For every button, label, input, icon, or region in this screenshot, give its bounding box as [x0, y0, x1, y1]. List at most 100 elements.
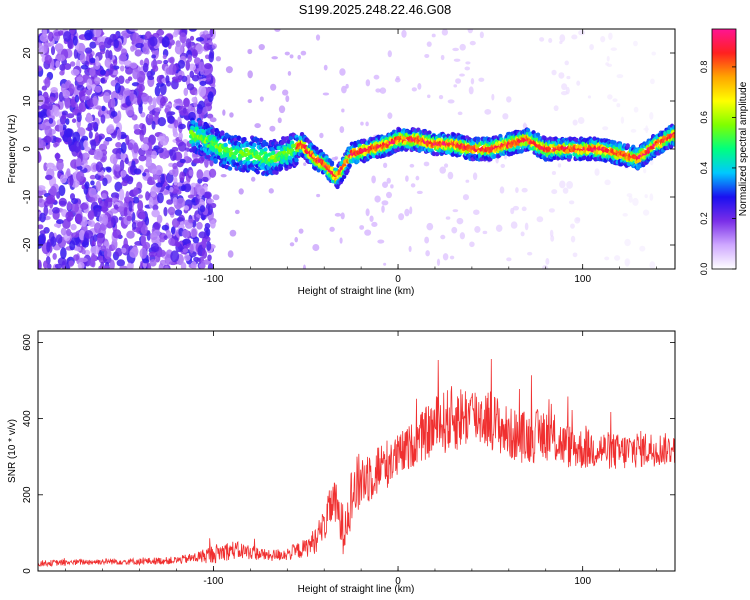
spectrogram-cell: [453, 58, 461, 62]
spectrogram-cell: [54, 43, 64, 52]
spectrogram-cell: [565, 86, 570, 95]
spectrogram-cell: [163, 206, 168, 217]
spectrogram-cell: [169, 149, 177, 162]
spectrogram-cell: [558, 72, 565, 79]
spectrogram-cell: [118, 54, 128, 62]
spectrogram-cell: [139, 247, 148, 259]
spectrogram-cell: [196, 169, 204, 180]
spectrogram-cell: [182, 238, 191, 245]
spectrogram-cell: [84, 230, 94, 239]
spectrogram-cell: [114, 82, 121, 94]
spectrogram-cell: [70, 96, 77, 108]
spectrogram-cell: [62, 89, 71, 99]
spectrogram-cell: [313, 166, 318, 171]
spectrogram-cell: [278, 105, 286, 114]
spectrogram-cell: [455, 78, 462, 84]
spectrogram-cell: [54, 263, 63, 269]
spectrogram-cell: [511, 150, 516, 155]
spectrogram-cell: [206, 113, 214, 119]
spectrogram-cell: [462, 194, 470, 201]
y-tick-label: 0: [22, 146, 33, 152]
spectrogram-cell: [58, 122, 64, 133]
spectrogram-cell: [576, 80, 581, 86]
spectrogram-cell: [98, 143, 108, 152]
spectrogram-cell: [491, 93, 495, 101]
spectrogram-cell: [89, 122, 96, 128]
spectrogram-cell: [208, 168, 217, 178]
spectrogram-cell: [137, 194, 143, 199]
spectrogram-cell: [179, 171, 185, 182]
spectrogram-cell: [177, 74, 183, 81]
spectrogram-cell: [89, 67, 96, 77]
spectrogram-cell: [151, 209, 160, 218]
spectrogram-cell: [81, 249, 86, 255]
spectrogram-cell: [77, 261, 85, 269]
spectrogram-cell: [268, 188, 274, 194]
spectrogram-cell: [374, 195, 381, 203]
spectrogram-cell: [169, 56, 175, 64]
spectrogram-cell: [56, 54, 66, 62]
spectrogram-cell: [87, 220, 92, 226]
spectrogram-cell: [339, 68, 346, 76]
spectrogram-cell: [112, 59, 118, 66]
spectrogram-cell: [89, 41, 97, 49]
spectrogram-cell: [93, 155, 100, 160]
spectrogram-cell: [38, 117, 42, 123]
spectrogram-cell: [153, 221, 161, 230]
spectrogram-cell: [126, 175, 134, 185]
spectrogram-cell: [196, 221, 203, 230]
spectrogram-cell: [440, 234, 446, 240]
spectrogram-cell: [416, 190, 423, 195]
spectrogram-cell: [409, 163, 415, 168]
spectrogram-cell: [316, 193, 321, 198]
spectrogram-cell: [234, 209, 240, 215]
spectrogram-cell: [288, 135, 294, 141]
spectrogram-cell: [409, 206, 413, 215]
spectrogram-cell: [65, 118, 70, 125]
spectrogram-cell: [182, 248, 189, 253]
x-tick-label: 100: [574, 576, 591, 587]
spectrogram-cell: [59, 174, 68, 184]
spectrogram-cell: [238, 161, 244, 166]
spectrogram-cell: [431, 151, 437, 157]
spectrogram-cell: [217, 148, 223, 153]
spectrogram-cell: [88, 196, 96, 203]
spectrogram-cell: [169, 186, 174, 193]
spectrogram-cell: [38, 151, 41, 163]
spectrogram-cell: [570, 235, 576, 243]
spectrogram-cell: [126, 262, 133, 269]
spectrogram-cell: [89, 57, 96, 64]
spectrogram-cell: [574, 217, 581, 224]
spectrogram-cell: [339, 177, 345, 183]
spectrogram-cell: [286, 139, 291, 144]
spectrogram-cell: [121, 247, 127, 254]
spectrogram-cell: [208, 51, 214, 63]
spectrogram-cell: [95, 56, 100, 67]
spectrogram-cell: [57, 257, 67, 266]
x-tick-label: 100: [574, 274, 591, 285]
spectrogram-cell: [135, 42, 144, 49]
spectrogram-cell: [191, 74, 200, 82]
spectrogram-cell: [411, 87, 417, 92]
spectrogram-cell: [150, 186, 157, 198]
spectrogram-cell: [404, 208, 410, 217]
spectrogram-cell: [550, 235, 555, 242]
spectrogram-cell: [68, 260, 75, 267]
spectrogram-cell: [161, 224, 169, 231]
spectrogram-cell: [176, 197, 186, 208]
spectrogram-cell: [139, 59, 144, 66]
spectrogram-cell: [120, 170, 127, 177]
spectrogram-cell: [606, 55, 610, 62]
spectrogram-cell: [255, 170, 260, 175]
spectrogram-cell: [101, 205, 108, 214]
spectrogram-cell: [183, 97, 190, 108]
spectrogram-cell: [137, 200, 144, 212]
spectrogram-cell: [148, 114, 154, 119]
spectrogram-cell: [172, 131, 179, 138]
spectrogram-cell: [131, 114, 138, 121]
spectrogram-cell: [186, 83, 195, 91]
spectrogram-cell: [624, 238, 631, 247]
spectrogram-cell: [298, 228, 304, 234]
spectrogram-cell: [106, 125, 115, 134]
spectrogram-cell: [397, 127, 402, 133]
